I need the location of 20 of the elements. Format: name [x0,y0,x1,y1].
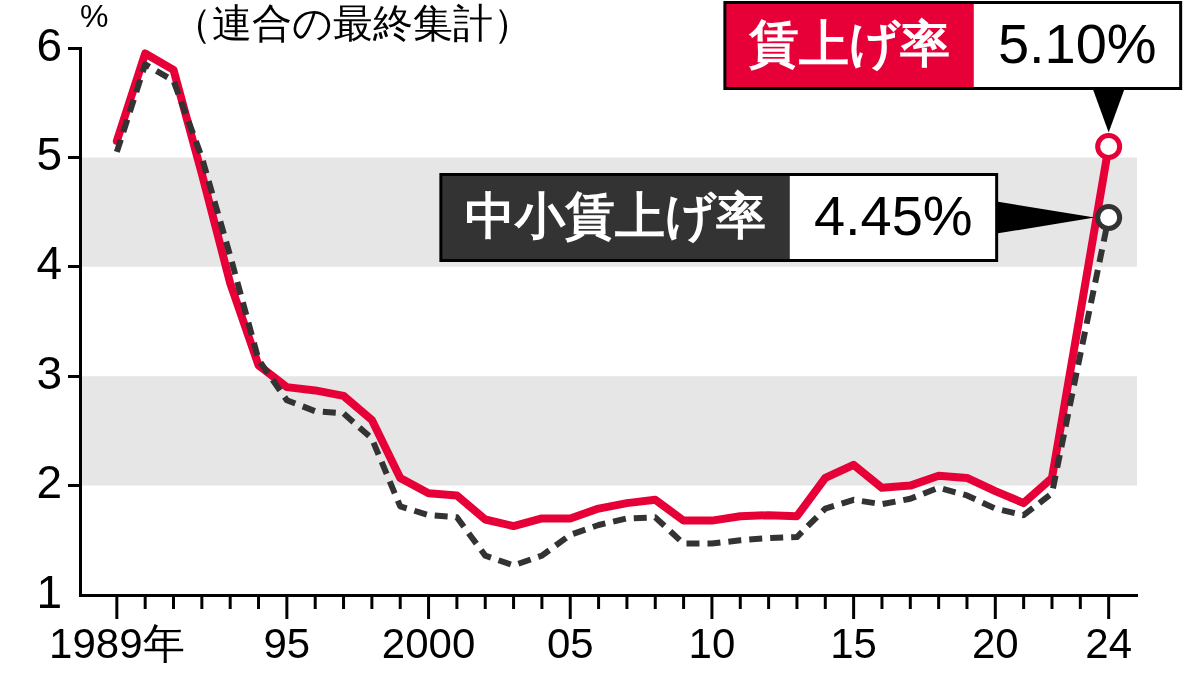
text: 中小賃上げ率 [464,188,766,245]
x-tick-label: 10 [688,619,736,667]
x-tick-label: 20 [971,619,1019,667]
x-tick-label: 24 [1085,619,1133,667]
y-tick-label: 3 [36,346,62,399]
data-label: 5.10% [997,11,1157,75]
x-tick-label: 2000 [381,619,476,667]
data-label: 4.45% [813,184,973,248]
x-tick-label: 1989年 [49,619,185,667]
y-tick-label: 4 [36,237,62,290]
x-tick-label: 95 [263,619,311,667]
y-axis-title: % [80,0,109,34]
x-tick-label: 05 [546,619,594,667]
x-tick-label: 15 [830,619,877,667]
chart-title: （連合の最終集計） [172,1,533,46]
y-tick-label: 1 [36,565,62,618]
text: 賃上げ率 [747,16,950,73]
y-tick-label: 2 [36,456,62,509]
y-tick-label: 5 [36,128,62,181]
y-tick-label: 6 [36,18,62,71]
